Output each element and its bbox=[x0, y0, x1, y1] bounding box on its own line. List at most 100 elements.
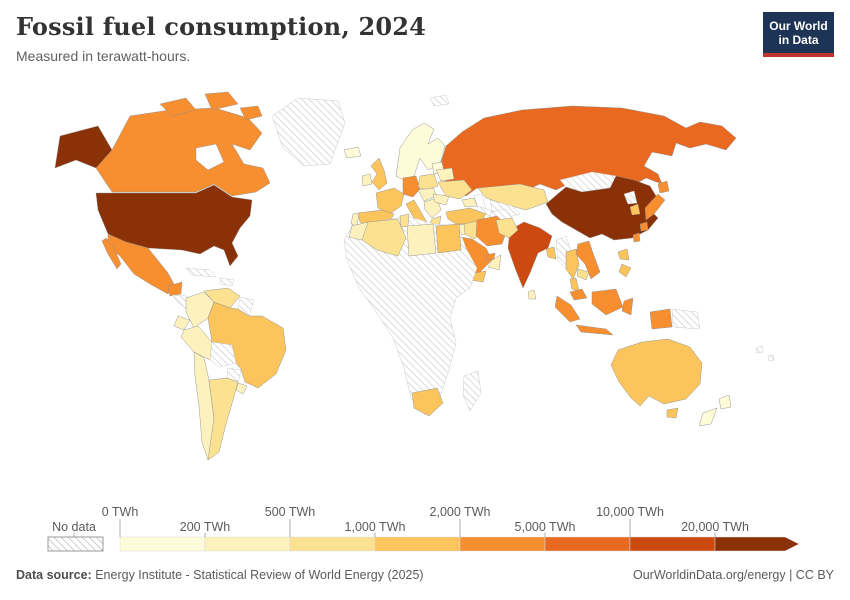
data-source-line: Data source: Energy Institute - Statisti… bbox=[16, 568, 424, 582]
legend-bin-2[interactable] bbox=[289, 536, 376, 552]
country-mexico-baja[interactable] bbox=[101, 237, 122, 270]
legend-bin-0[interactable] bbox=[119, 536, 206, 552]
country-vietnam[interactable] bbox=[575, 240, 601, 280]
country-australia-tasmania[interactable] bbox=[666, 407, 679, 419]
country-taiwan[interactable] bbox=[632, 232, 641, 243]
legend-no-data-label: No data bbox=[52, 520, 96, 534]
country-portugal[interactable] bbox=[350, 212, 360, 227]
country-india[interactable] bbox=[507, 221, 553, 289]
country-pacific-islands[interactable] bbox=[755, 345, 775, 362]
country-argentina[interactable] bbox=[207, 377, 239, 461]
legend-no-data-swatch[interactable] bbox=[47, 536, 104, 552]
owid-logo[interactable]: Our World in Data bbox=[763, 12, 834, 57]
country-france[interactable] bbox=[375, 187, 405, 215]
chart-title: Fossil fuel consumption, 2024 bbox=[16, 12, 427, 41]
legend-bin-4[interactable] bbox=[459, 536, 546, 552]
country-africa-other[interactable] bbox=[343, 215, 478, 416]
chart-subtitle: Measured in terawatt-hours. bbox=[16, 48, 191, 64]
country-australia[interactable] bbox=[610, 338, 703, 407]
data-source-label: Data source: bbox=[16, 568, 92, 582]
legend-bin-6[interactable] bbox=[629, 536, 716, 552]
country-philippines-luzon[interactable] bbox=[617, 248, 630, 261]
country-japan-hokkaido[interactable] bbox=[657, 180, 670, 194]
country-indonesia-sumatra[interactable] bbox=[554, 295, 581, 323]
legend-tick-label-3: 1,000 TWh bbox=[345, 520, 406, 534]
country-poland[interactable] bbox=[417, 173, 439, 191]
legend-bin-5[interactable] bbox=[544, 536, 631, 552]
legend-tick-label-6: 10,000 TWh bbox=[596, 505, 664, 519]
country-sri-lanka[interactable] bbox=[527, 289, 537, 300]
data-source-text: Energy Institute - Statistical Review of… bbox=[91, 568, 424, 582]
legend-bin-7[interactable] bbox=[714, 536, 800, 552]
country-north-korea[interactable] bbox=[623, 190, 638, 205]
country-ireland[interactable] bbox=[361, 173, 373, 187]
chart-header: Fossil fuel consumption, 2024 Measured i… bbox=[16, 12, 834, 64]
country-new-zealand-north[interactable] bbox=[718, 394, 732, 410]
country-japan-honshu[interactable] bbox=[644, 193, 666, 221]
country-malaysia[interactable] bbox=[569, 288, 588, 301]
country-oman[interactable] bbox=[487, 254, 502, 271]
legend-tick-label-4: 2,000 TWh bbox=[430, 505, 491, 519]
hudson-bay-water bbox=[195, 143, 225, 171]
map-legend-svg: No data 0 TWh 200 TWh 500 TWh 1,000 TWh 2,00… bbox=[47, 505, 800, 552]
country-mexico-yucatan[interactable] bbox=[167, 281, 183, 297]
map-legend: No data 0 TWh 200 TWh 500 TWh 1,000 TWh 2,00… bbox=[0, 498, 850, 560]
legend-tick-label-5: 5,000 TWh bbox=[515, 520, 576, 534]
country-thailand[interactable] bbox=[565, 248, 580, 280]
legend-tick-label-7: 20,000 TWh bbox=[681, 520, 749, 534]
country-ecuador[interactable] bbox=[173, 315, 191, 331]
country-egypt[interactable] bbox=[435, 223, 462, 254]
legend-bin-1[interactable] bbox=[204, 536, 291, 552]
country-usa-alaska[interactable] bbox=[54, 125, 113, 169]
country-tunisia[interactable] bbox=[399, 213, 410, 228]
country-cuba[interactable] bbox=[185, 267, 217, 278]
country-venezuela[interactable] bbox=[203, 287, 241, 309]
legend-bin-3[interactable] bbox=[374, 536, 461, 552]
country-south-africa[interactable] bbox=[411, 387, 444, 417]
country-romania[interactable] bbox=[432, 193, 450, 206]
country-algeria[interactable] bbox=[361, 218, 407, 257]
country-indonesia-sulawesi[interactable] bbox=[621, 297, 634, 316]
country-libya[interactable] bbox=[406, 223, 437, 257]
country-svalbard[interactable] bbox=[429, 94, 450, 107]
country-indonesia-borneo[interactable] bbox=[591, 288, 624, 316]
country-greenland[interactable] bbox=[271, 97, 346, 167]
country-hispaniola[interactable] bbox=[219, 277, 235, 287]
country-uae-qatar[interactable] bbox=[485, 252, 496, 261]
legend-tick-label-0: 0 TWh bbox=[102, 505, 139, 519]
country-pakistan[interactable] bbox=[495, 217, 519, 239]
country-papua-new-guinea[interactable] bbox=[671, 308, 701, 330]
credit-link[interactable]: OurWorldinData.org/energy | CC BY bbox=[632, 568, 834, 582]
country-japan-kyushu[interactable] bbox=[639, 221, 649, 232]
country-uruguay[interactable] bbox=[235, 382, 248, 395]
country-uk[interactable] bbox=[370, 157, 388, 191]
country-caucasus[interactable] bbox=[461, 197, 478, 208]
country-germany[interactable] bbox=[402, 175, 421, 198]
country-bolivia[interactable] bbox=[209, 341, 237, 368]
country-canada-arctic3[interactable] bbox=[239, 105, 263, 121]
legend-tick-label-2: 500 TWh bbox=[265, 505, 316, 519]
country-canada-arctic1[interactable] bbox=[159, 97, 197, 117]
country-bangladesh[interactable] bbox=[545, 246, 557, 260]
chart-footer: Data source: Energy Institute - Statisti… bbox=[16, 568, 834, 582]
legend-tick-label-1: 200 TWh bbox=[180, 520, 231, 534]
country-madagascar[interactable] bbox=[462, 370, 482, 412]
owid-logo-line2: in Data bbox=[778, 32, 819, 47]
country-indonesia-java[interactable] bbox=[575, 324, 614, 336]
world-map bbox=[0, 88, 850, 498]
country-philippines-south[interactable] bbox=[618, 263, 632, 278]
country-belarus[interactable] bbox=[435, 167, 455, 182]
country-canada-arctic2[interactable] bbox=[204, 91, 239, 111]
country-ukraine[interactable] bbox=[437, 179, 473, 200]
country-indonesia-papua[interactable] bbox=[649, 308, 673, 330]
country-kazakhstan[interactable] bbox=[477, 183, 549, 211]
country-new-zealand-south[interactable] bbox=[698, 407, 718, 427]
country-south-korea[interactable] bbox=[629, 203, 641, 216]
world-map-svg bbox=[54, 91, 775, 461]
country-cambodia[interactable] bbox=[576, 268, 590, 281]
country-thailand-south[interactable] bbox=[569, 277, 580, 292]
owid-logo-line1: Our World bbox=[769, 18, 828, 33]
country-iceland[interactable] bbox=[343, 146, 362, 159]
country-canada[interactable] bbox=[95, 107, 271, 197]
